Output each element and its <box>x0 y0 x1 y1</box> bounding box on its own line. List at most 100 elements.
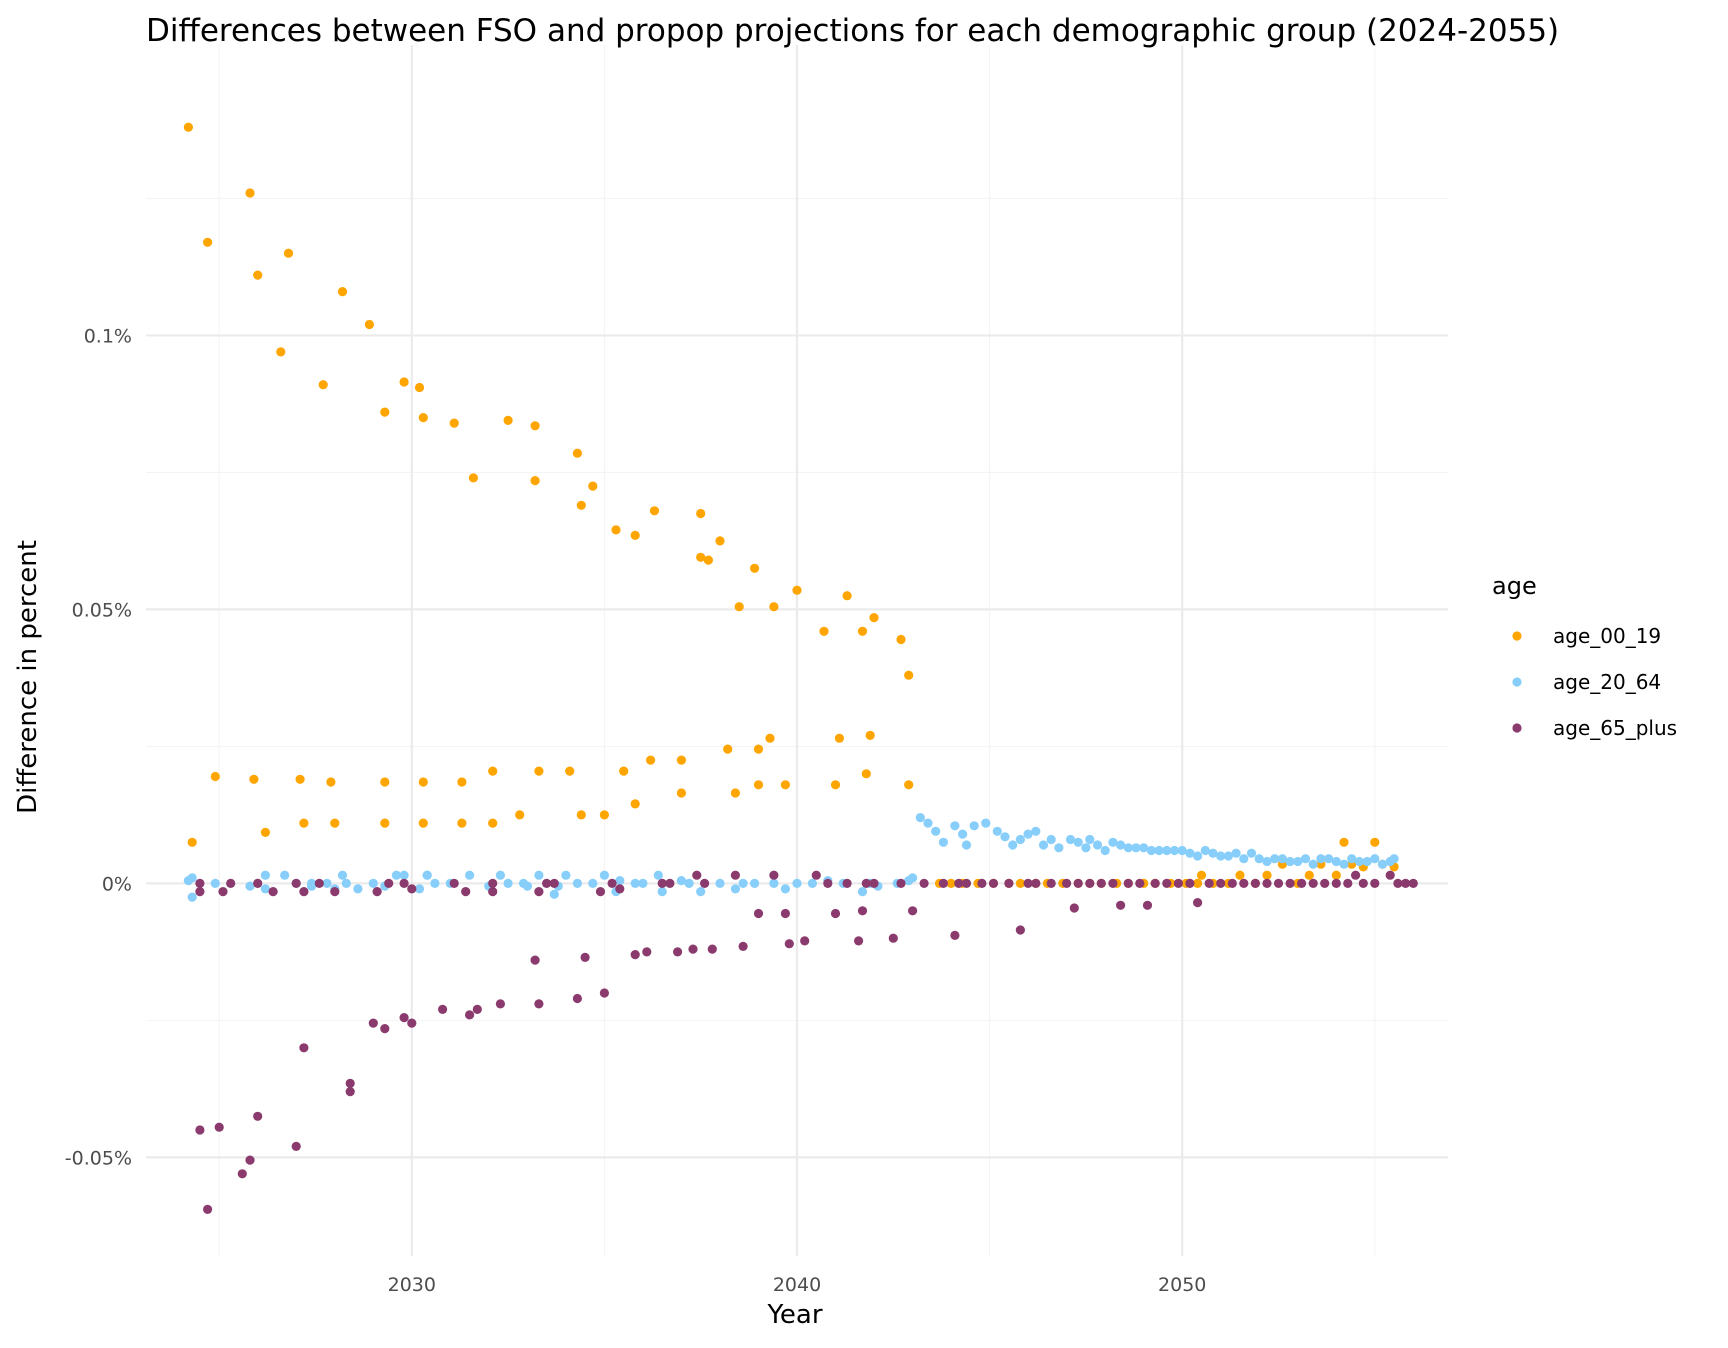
data-point <box>295 774 305 784</box>
legend-title: age <box>1492 572 1537 600</box>
data-point <box>353 884 363 894</box>
data-point <box>657 887 667 897</box>
data-point <box>260 884 270 894</box>
data-point <box>1331 856 1341 867</box>
data-point <box>465 870 475 880</box>
data-point <box>576 810 586 820</box>
data-point <box>237 1169 247 1179</box>
data-point <box>1320 878 1330 889</box>
data-point <box>734 602 744 612</box>
data-point <box>792 585 802 595</box>
data-point <box>399 377 409 387</box>
data-point <box>245 1155 255 1165</box>
legend-key-age_20_64 <box>1512 677 1522 687</box>
data-point <box>730 870 741 880</box>
data-point <box>1262 870 1272 880</box>
data-point <box>1069 903 1079 913</box>
data-point <box>896 878 906 889</box>
data-point <box>1096 878 1106 889</box>
data-point <box>414 884 425 894</box>
data-point <box>642 947 652 957</box>
legend-label-age_65_plus: age_65_plus <box>1553 716 1677 740</box>
data-point <box>1393 878 1403 889</box>
data-point <box>322 878 332 889</box>
data-point <box>330 818 340 828</box>
data-point <box>950 821 960 831</box>
data-point <box>1246 848 1257 858</box>
data-point <box>1239 878 1249 889</box>
data-point <box>750 878 760 889</box>
data-point <box>938 837 949 847</box>
data-point <box>299 818 309 828</box>
data-point <box>1285 878 1295 889</box>
data-point <box>299 887 309 897</box>
data-point <box>1204 878 1214 889</box>
data-point <box>908 906 918 916</box>
data-point <box>1193 878 1203 889</box>
data-point <box>992 826 1002 836</box>
data-point <box>495 999 505 1009</box>
data-point <box>765 733 775 743</box>
data-point <box>1193 898 1203 908</box>
data-point <box>619 766 629 776</box>
data-point <box>738 941 748 952</box>
chart-title: Differences between FSO and propop proje… <box>146 13 1559 49</box>
data-point <box>750 563 760 573</box>
data-point <box>318 380 328 390</box>
data-point <box>291 878 301 889</box>
data-point <box>630 799 640 809</box>
data-point <box>769 878 779 889</box>
data-point <box>1135 878 1145 889</box>
data-point <box>1339 837 1349 847</box>
data-point <box>1123 843 1133 853</box>
data-point <box>638 878 648 889</box>
data-point <box>345 1087 355 1097</box>
data-point <box>280 870 290 880</box>
data-point <box>276 347 286 357</box>
legend: age age_00_19 age_20_64 age_65_plus <box>1492 572 1677 740</box>
data-point <box>861 878 871 889</box>
data-point <box>195 1125 205 1135</box>
data-point <box>715 878 725 889</box>
data-point <box>488 766 498 776</box>
data-point <box>888 933 898 943</box>
data-point <box>1146 845 1156 856</box>
data-point <box>861 769 871 779</box>
data-point <box>1223 851 1233 861</box>
data-point <box>977 878 987 889</box>
data-point <box>988 878 999 889</box>
data-point <box>1185 878 1195 889</box>
data-point <box>187 837 197 847</box>
data-point <box>576 500 586 510</box>
data-point <box>503 878 513 889</box>
data-point <box>283 248 294 258</box>
legend-key-age_00_19 <box>1512 631 1522 641</box>
data-point <box>1031 878 1041 889</box>
data-point <box>823 878 833 889</box>
data-point <box>345 1078 355 1088</box>
data-point <box>780 908 791 919</box>
data-point <box>981 818 991 828</box>
data-point <box>1108 837 1118 847</box>
data-point <box>418 413 428 423</box>
data-point <box>696 552 706 562</box>
data-point <box>753 744 764 754</box>
data-point <box>676 788 687 798</box>
data-point <box>457 777 467 787</box>
data-point <box>1297 878 1307 889</box>
data-point <box>923 818 933 828</box>
data-point <box>1385 870 1395 880</box>
data-point <box>226 878 236 889</box>
data-point <box>330 887 340 897</box>
data-point <box>630 950 640 960</box>
data-point <box>950 930 960 941</box>
data-point <box>730 884 741 894</box>
data-point <box>1200 845 1210 856</box>
data-point <box>1254 854 1264 864</box>
data-point <box>730 788 741 798</box>
data-point <box>380 777 390 787</box>
data-point <box>530 421 540 431</box>
data-point <box>1085 834 1095 845</box>
